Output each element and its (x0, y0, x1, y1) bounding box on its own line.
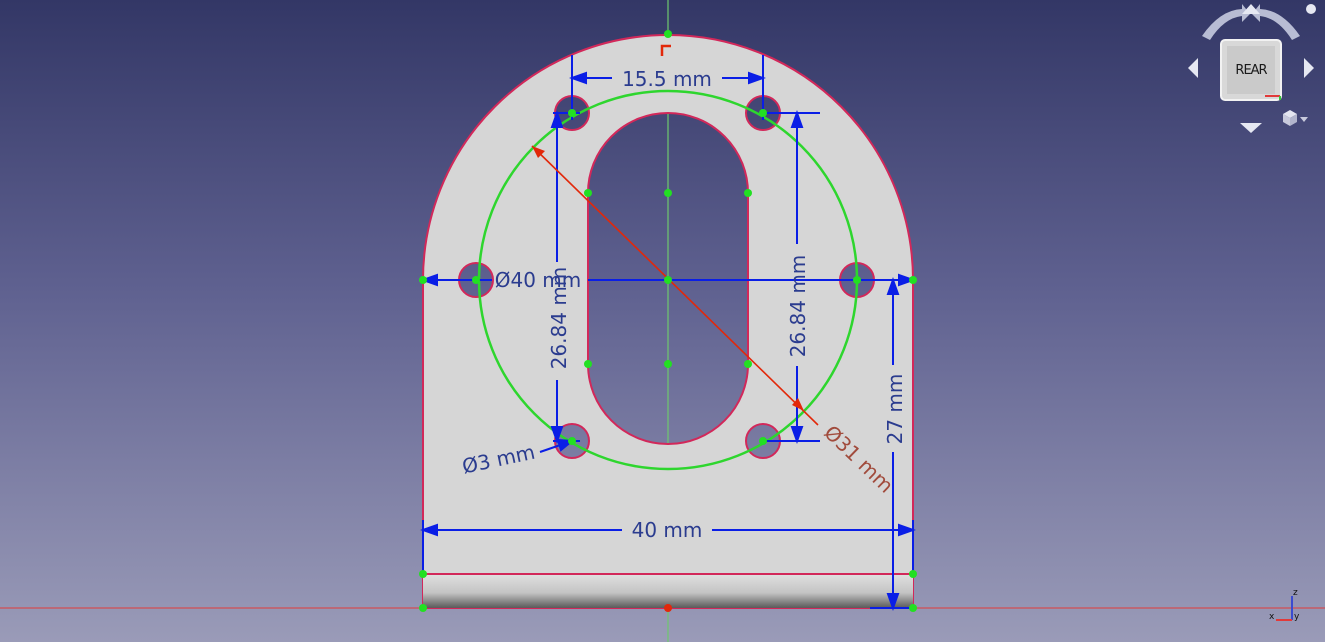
diameter-dimension-line (531, 145, 819, 426)
dimension-left-height[interactable]: 26.84 mm (547, 267, 571, 370)
cube-face-inner (1227, 46, 1275, 94)
diameter-arrow-start (532, 146, 545, 158)
sketch-origin-marker (660, 44, 671, 56)
rotate-left-arrow-icon[interactable] (1202, 4, 1250, 40)
navigation-cube[interactable]: REAR (1180, 0, 1325, 140)
arrow-right-icon[interactable] (1304, 58, 1314, 78)
dimension-side-height[interactable]: 27 mm (883, 374, 907, 445)
sketch-vertices[interactable] (419, 30, 917, 612)
dimension-large-diameter[interactable]: Ø40 mm (495, 268, 582, 292)
view-menu-chevron-icon[interactable] (1300, 117, 1308, 122)
arrow-up-icon[interactable] (1242, 4, 1260, 14)
close-dot-icon[interactable] (1306, 4, 1316, 14)
diameter-arrow-end (792, 398, 804, 411)
dimension-bottom-width[interactable]: 40 mm (632, 518, 703, 542)
arrow-left-icon[interactable] (1188, 58, 1198, 78)
dimension-top-width[interactable]: 15.5 mm (622, 67, 712, 91)
cube-face-label: REAR (1235, 63, 1267, 78)
origin-point[interactable] (664, 604, 672, 612)
arrow-down-icon[interactable] (1240, 123, 1262, 133)
rotate-right-arrow-icon[interactable] (1252, 4, 1300, 40)
axis-triad: z x y (1269, 588, 1300, 622)
axis-x-label: x (1269, 612, 1275, 622)
dimension-right-height[interactable]: 26.84 mm (786, 255, 810, 358)
dimension-geometry (420, 55, 916, 611)
view-menu-cube-icon[interactable] (1283, 110, 1297, 126)
axis-y-label: y (1294, 612, 1300, 622)
axis-z-label: z (1293, 588, 1298, 598)
bracket-base-face[interactable] (423, 574, 913, 608)
